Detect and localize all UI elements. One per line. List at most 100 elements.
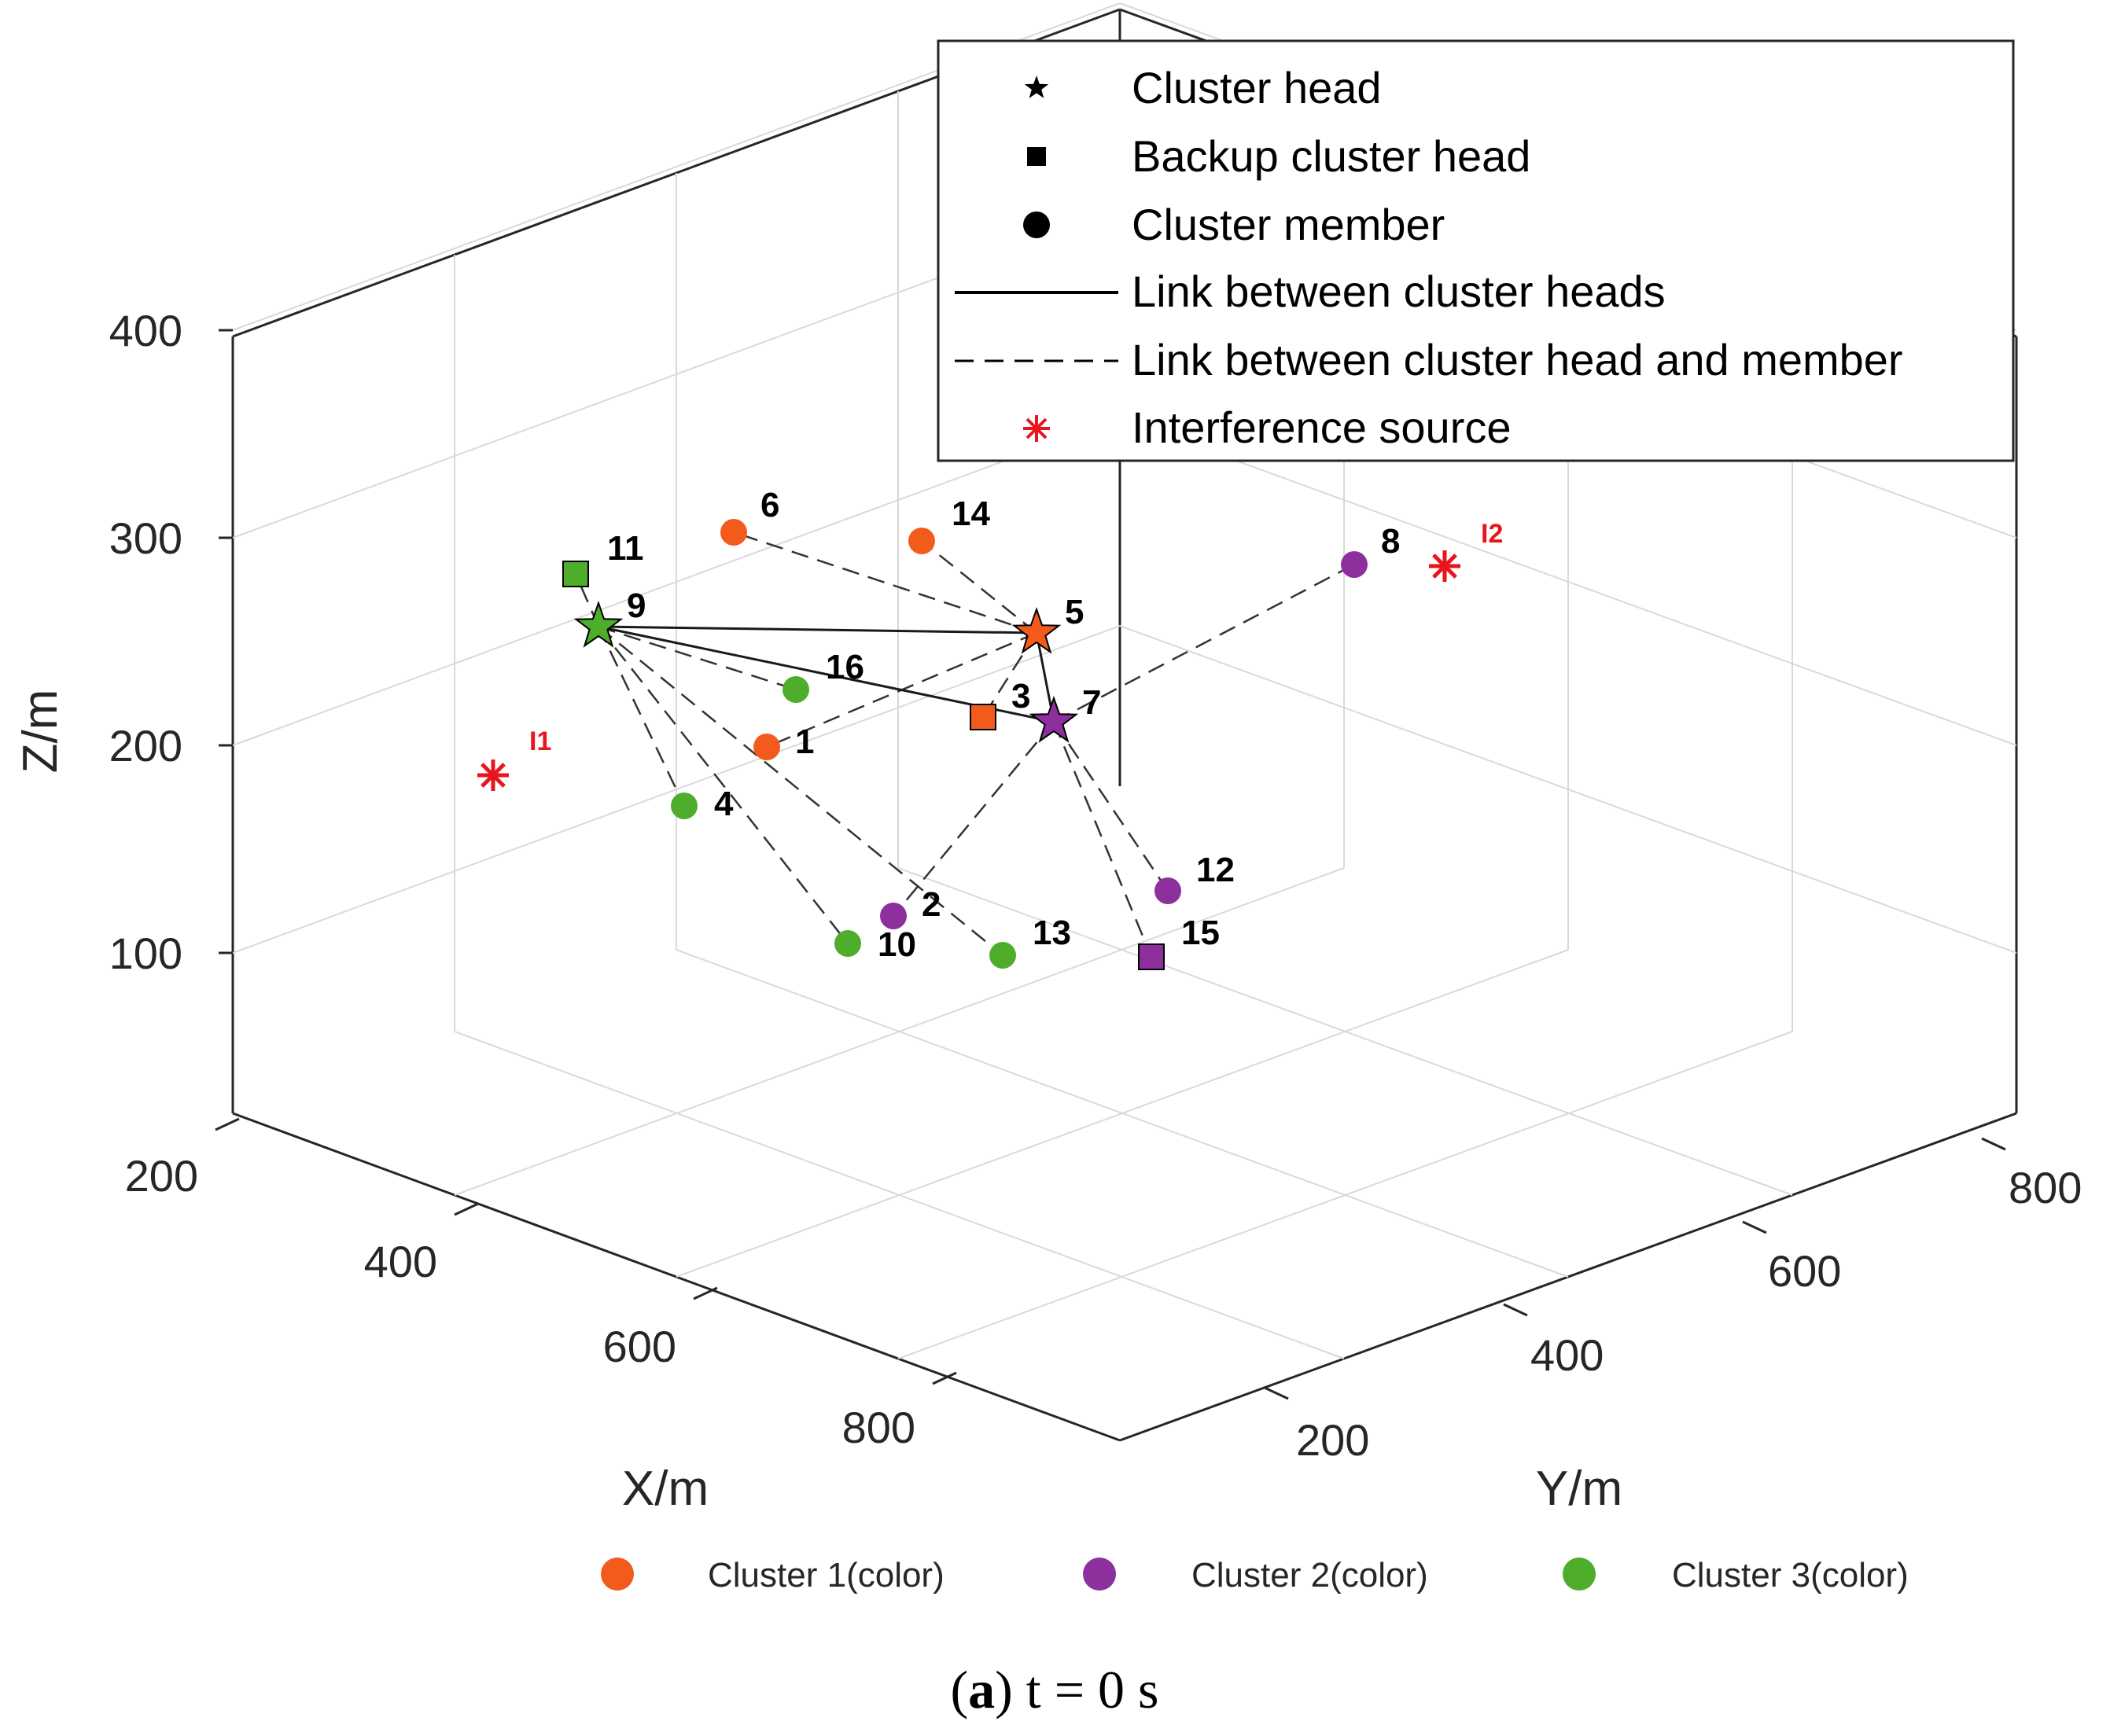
- legend-label-member-link: Link between cluster head and member: [1132, 335, 1903, 384]
- node-label-3: 3: [1011, 677, 1030, 715]
- x-axis-label: X/m: [622, 1462, 709, 1516]
- x-tick-label-600: 600: [603, 1322, 676, 1371]
- cluster-key-dot-3: [1563, 1558, 1596, 1591]
- node-label-4: 4: [714, 785, 734, 823]
- node-label-11: 11: [607, 529, 644, 568]
- node-13-member: [989, 942, 1016, 969]
- legend-circle-icon: [1023, 211, 1050, 238]
- x-tick-label-200: 200: [125, 1151, 198, 1201]
- node-4-member: [671, 793, 698, 819]
- legend-label-head-link: Link between cluster heads: [1132, 267, 1666, 316]
- node-15-backup-head: [1138, 943, 1165, 970]
- cluster-key-label-1: Cluster 1(color): [708, 1556, 945, 1594]
- legend-label-cluster-head: Cluster head: [1132, 63, 1382, 112]
- axis-ticks: [215, 329, 2006, 1400]
- node-label-14: 14: [952, 495, 990, 533]
- node-label-5: 5: [1065, 593, 1084, 631]
- grid-floor-y-1: [676, 949, 1569, 1278]
- node-label-12: 12: [1196, 851, 1235, 889]
- member-link-9-4: [597, 626, 686, 807]
- node-3-backup-head: [970, 704, 996, 730]
- node-8-member: [1341, 551, 1368, 578]
- cluster-key-label-2: Cluster 2(color): [1191, 1556, 1428, 1594]
- member-link-7-15: [1052, 721, 1153, 958]
- legend-asterisk-stroke: [1026, 417, 1048, 440]
- y-tick-3: [1981, 1137, 2006, 1151]
- legend-asterisk-icon: [1023, 415, 1050, 442]
- cluster-color-key: Cluster 1(color) Cluster 2(color) Cluste…: [601, 1556, 1909, 1594]
- caption-letter: a: [968, 1660, 995, 1719]
- node-2-member: [880, 903, 907, 929]
- node-label-7: 7: [1082, 683, 1101, 722]
- grid-wall-left-z-1: [232, 417, 1121, 746]
- interference-label-i2: I2: [1481, 519, 1503, 549]
- member-link-7-8: [1053, 563, 1355, 723]
- node-5-cluster-head: [1011, 606, 1062, 654]
- node-11-backup-head: [562, 561, 589, 587]
- node-label-9: 9: [627, 587, 646, 625]
- y-tick-label-600: 600: [1768, 1246, 1841, 1296]
- node-label-10: 10: [878, 925, 916, 964]
- cluster-key-label-3: Cluster 3(color): [1672, 1556, 1909, 1594]
- legend: Cluster head Backup cluster head Cluster…: [937, 39, 2015, 462]
- y-axis-label: Y/m: [1536, 1462, 1622, 1516]
- node-14-member: [908, 528, 935, 554]
- cluster-key-dot-2: [1083, 1558, 1116, 1591]
- interference-source-i2: [1429, 550, 1460, 582]
- node-label-16: 16: [826, 648, 864, 686]
- head-link-9-5: [598, 625, 1037, 634]
- node-label-8: 8: [1381, 522, 1400, 561]
- grid-floor-y-0: [454, 1031, 1345, 1359]
- caption-paren-close: ): [995, 1660, 1026, 1719]
- node-16-member: [783, 676, 809, 703]
- links: [574, 531, 1355, 958]
- node-label-6: 6: [760, 486, 779, 524]
- node-label-2: 2: [922, 885, 941, 924]
- y-tick-2: [1742, 1220, 1767, 1234]
- y-tick-label-400: 400: [1530, 1330, 1604, 1380]
- x-tick-3: [932, 1371, 957, 1385]
- interference-label-i1: I1: [529, 726, 551, 756]
- nodes: [562, 519, 1368, 970]
- node-12-member: [1154, 877, 1181, 904]
- grid-floor-y-2: [897, 867, 1793, 1196]
- x-tick-label-800: 800: [842, 1403, 915, 1452]
- node-9-cluster-head: [573, 600, 624, 648]
- interference-asterisk-stroke: [481, 763, 506, 788]
- node-label-15: 15: [1181, 914, 1220, 952]
- y-tick-label-800: 800: [2009, 1163, 2082, 1212]
- interference-asterisk-stroke: [1432, 554, 1457, 579]
- legend-square-icon: [1027, 147, 1046, 166]
- grid-wall-left-z-0: [232, 625, 1121, 954]
- x-tick-2: [693, 1286, 718, 1300]
- node-7-cluster-head: [1029, 695, 1079, 743]
- legend-box: [937, 39, 2015, 462]
- interference-source-i1: [477, 760, 509, 791]
- grid-wall-right-z-1: [1119, 417, 2017, 746]
- legend-star-icon: [1024, 75, 1049, 98]
- member-link-9-10: [598, 626, 849, 944]
- x-tick-label-400: 400: [364, 1237, 437, 1286]
- member-link-9-16: [598, 625, 797, 691]
- x-tick-0: [215, 1117, 240, 1131]
- legend-label-backup-cluster-head: Backup cluster head: [1132, 131, 1530, 181]
- grid-wall-right-z-0: [1119, 625, 2017, 954]
- z-tick-label-400: 400: [109, 306, 182, 355]
- node-label-13: 13: [1033, 914, 1071, 952]
- figure-caption: (a) t = 0 s: [950, 1660, 1158, 1719]
- member-link-7-2: [893, 721, 1055, 917]
- node-1-member: [753, 734, 780, 760]
- z-tick-label-200: 200: [109, 721, 182, 771]
- node-6-member: [720, 519, 747, 546]
- z-axis-label: Z/m: [13, 690, 68, 774]
- y-tick-1: [1503, 1303, 1528, 1317]
- z-tick-label-100: 100: [109, 929, 182, 978]
- y-tick-0: [1264, 1386, 1289, 1400]
- y-tick-label-200: 200: [1296, 1415, 1369, 1465]
- interference-sources: I1 I2: [477, 519, 1503, 791]
- node-10-member: [834, 930, 861, 957]
- member-link-9-13: [598, 626, 1003, 956]
- caption-paren-open: (: [950, 1660, 968, 1719]
